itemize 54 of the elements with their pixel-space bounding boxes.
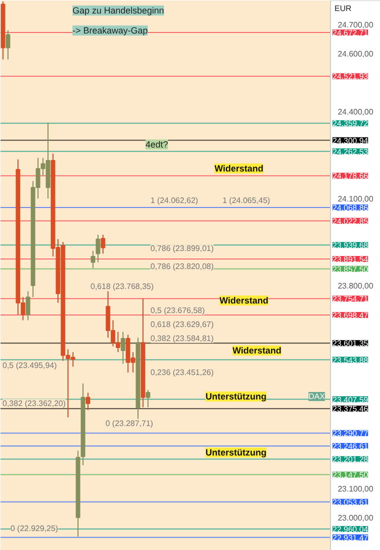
annotation: Unterstützung xyxy=(206,448,266,458)
ref-line-label: 22.931,47 xyxy=(332,533,369,542)
annotation: Widerstand xyxy=(214,164,264,174)
annotation: 0,5 (23.676,58) xyxy=(150,306,206,315)
ref-line-label: 23.053,61 xyxy=(332,498,369,507)
ref-line-label: 23.857,50 xyxy=(332,264,369,274)
annotation: Unterstützung xyxy=(206,392,266,402)
annotation: 1 (24.062,62) xyxy=(150,196,198,205)
annotation: 1 (24.065,45) xyxy=(222,196,270,205)
ref-line-label: 23.246,61 xyxy=(332,442,369,451)
ref-line-label: 23.375,46 xyxy=(332,404,369,414)
ref-line-label: 24.068,86 xyxy=(332,204,369,213)
ref-line-label: 23.939,68 xyxy=(332,241,369,250)
annotation: 0,618 (23.629,67) xyxy=(150,320,214,329)
ref-line-label: 24.521,93 xyxy=(332,72,369,82)
annotation: DAX xyxy=(308,392,326,401)
ref-line-label: 24.022,85 xyxy=(332,216,369,226)
y-tick-label: 23.100,00 xyxy=(338,484,374,494)
ref-line-label: 23.601,35 xyxy=(332,339,369,348)
y-tick-label: 24.100,00 xyxy=(338,194,374,204)
ref-line-label: 23.543,88 xyxy=(332,356,369,365)
annotation: 0,382 (23.584,81) xyxy=(150,334,214,343)
annotation: -> Breakaway-Gap xyxy=(72,26,148,36)
y-tick-label: 24.400,00 xyxy=(338,108,374,117)
annotation: 0,618 (23.768,35) xyxy=(90,282,154,291)
annotation: Widerstand xyxy=(232,346,282,356)
ref-line-label: 24.300,94 xyxy=(332,136,369,146)
annotation: 0,786 (23.820,08) xyxy=(150,262,214,271)
ref-line-label: 22.960,04 xyxy=(332,525,369,534)
y-tick-label: 24.600,00 xyxy=(338,50,374,59)
ref-line-label: 23.201,28 xyxy=(332,455,369,464)
annotation: 0,236 (23.451,26) xyxy=(150,368,214,377)
ref-line-label: 24.672,71 xyxy=(332,28,369,38)
ref-line-label: 23.407,59 xyxy=(332,395,369,404)
y-tick-label: 23.800,00 xyxy=(338,282,374,291)
ref-line-label: 23.698,47 xyxy=(332,310,369,320)
ref-line-label: 23.147,50 xyxy=(332,470,369,480)
annotation: 0,382 (23.362,20) xyxy=(2,399,66,408)
ref-line-label: 23.891,54 xyxy=(332,254,369,264)
annotation: 0,5 (23.495,94) xyxy=(2,361,58,370)
annotation: 0 (22.929,25) xyxy=(10,524,58,533)
annotation: 0,786 (23.899,01) xyxy=(150,244,214,253)
ref-line-label: 24.178,66 xyxy=(332,172,369,181)
ref-line-label: 24.359,72 xyxy=(332,119,369,128)
y-tick-label: 24.700,00 xyxy=(338,20,374,30)
ref-line-label: 23.754,71 xyxy=(332,294,369,304)
annotation: 0 (23.287,71) xyxy=(106,419,154,428)
y-tick-label: 23.000,00 xyxy=(338,513,374,522)
ref-line-label: 24.262,53 xyxy=(332,147,369,156)
annotation: Gap zu Handelsbeginn xyxy=(72,6,164,16)
annotation: Widerstand xyxy=(220,296,268,306)
annotation: 4edt? xyxy=(146,140,168,150)
text: EUR xyxy=(334,4,352,13)
ref-line-label: 23.290,77 xyxy=(332,429,369,438)
